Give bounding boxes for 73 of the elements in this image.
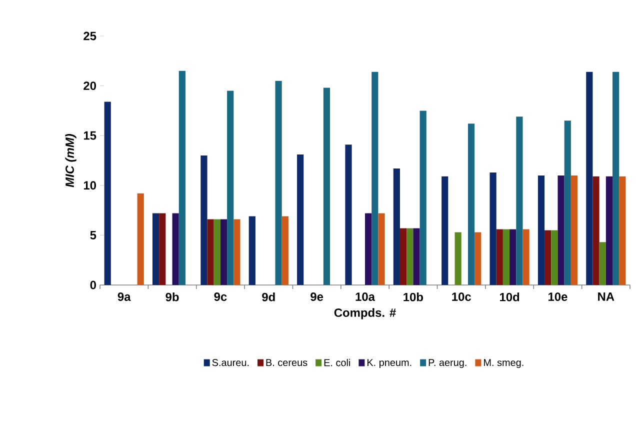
bar xyxy=(323,88,330,285)
bar xyxy=(345,144,352,285)
bar xyxy=(275,80,282,285)
bar xyxy=(496,229,503,285)
bar xyxy=(406,228,414,285)
x-tick-label: 9c xyxy=(214,292,227,301)
legend-label: K. pneum. xyxy=(367,359,412,368)
x-tick-label: NA xyxy=(598,292,614,301)
y-axis-title: MIC (mM) xyxy=(65,134,76,188)
x-tick-label: 10a xyxy=(356,292,376,301)
bar xyxy=(544,230,552,285)
bar xyxy=(172,213,179,285)
bar xyxy=(393,168,400,285)
bar xyxy=(365,213,372,285)
bar xyxy=(606,176,613,285)
y-tick-label: 5 xyxy=(90,231,96,240)
y-tick-label: 15 xyxy=(84,131,96,140)
bar xyxy=(564,120,571,285)
bar xyxy=(599,242,606,285)
y-tick-label: 10 xyxy=(84,181,96,190)
x-tick-label: 10c xyxy=(452,292,471,301)
bar xyxy=(159,213,166,285)
x-tick-label: 9e xyxy=(310,292,324,301)
y-tick-label: 25 xyxy=(84,32,96,40)
bar xyxy=(152,213,160,285)
bar xyxy=(502,229,510,285)
bar xyxy=(400,228,407,285)
bar xyxy=(468,124,475,285)
x-tick-label: 9a xyxy=(118,292,131,301)
x-tick-label: 10e xyxy=(548,292,568,301)
bar xyxy=(510,229,516,285)
legend-label: S.aureu. xyxy=(212,359,249,366)
bar xyxy=(442,176,448,285)
bar xyxy=(297,154,304,285)
x-axis-title: Compds. # xyxy=(334,308,396,320)
bar xyxy=(619,176,626,285)
bar xyxy=(612,72,620,285)
bar xyxy=(490,172,496,285)
bar xyxy=(178,70,186,285)
y-tick-label: 0 xyxy=(90,280,96,290)
bar xyxy=(378,213,385,285)
x-tick-label: 10d xyxy=(500,292,520,302)
bar xyxy=(372,72,378,285)
bar xyxy=(282,216,288,285)
bar xyxy=(592,176,600,285)
bar xyxy=(248,216,256,285)
bar xyxy=(454,232,462,285)
bar xyxy=(538,175,545,285)
x-tick-label: 10b xyxy=(404,292,423,302)
bar xyxy=(474,232,482,285)
bar xyxy=(516,116,523,285)
bar xyxy=(551,230,558,285)
x-tick-label: 9d xyxy=(262,292,275,302)
legend-label: M. smeg. xyxy=(484,359,524,368)
bar xyxy=(234,219,240,285)
bar xyxy=(227,90,234,285)
legend-label: P. aerug. xyxy=(428,359,466,368)
y-tick-label: 20 xyxy=(84,82,96,90)
bar xyxy=(586,72,593,285)
legend-label: B. cereus xyxy=(266,359,308,366)
bar xyxy=(522,229,530,285)
bar xyxy=(137,193,144,285)
bar xyxy=(420,110,426,285)
legend-label: E. coli xyxy=(324,358,350,366)
bar xyxy=(413,228,420,285)
bar xyxy=(570,175,578,285)
x-tick-label: 9b xyxy=(166,292,179,302)
bar xyxy=(104,102,111,285)
bar xyxy=(214,219,220,285)
bar xyxy=(200,156,208,285)
bar xyxy=(220,219,228,285)
bar xyxy=(207,219,214,285)
bar xyxy=(558,175,564,285)
